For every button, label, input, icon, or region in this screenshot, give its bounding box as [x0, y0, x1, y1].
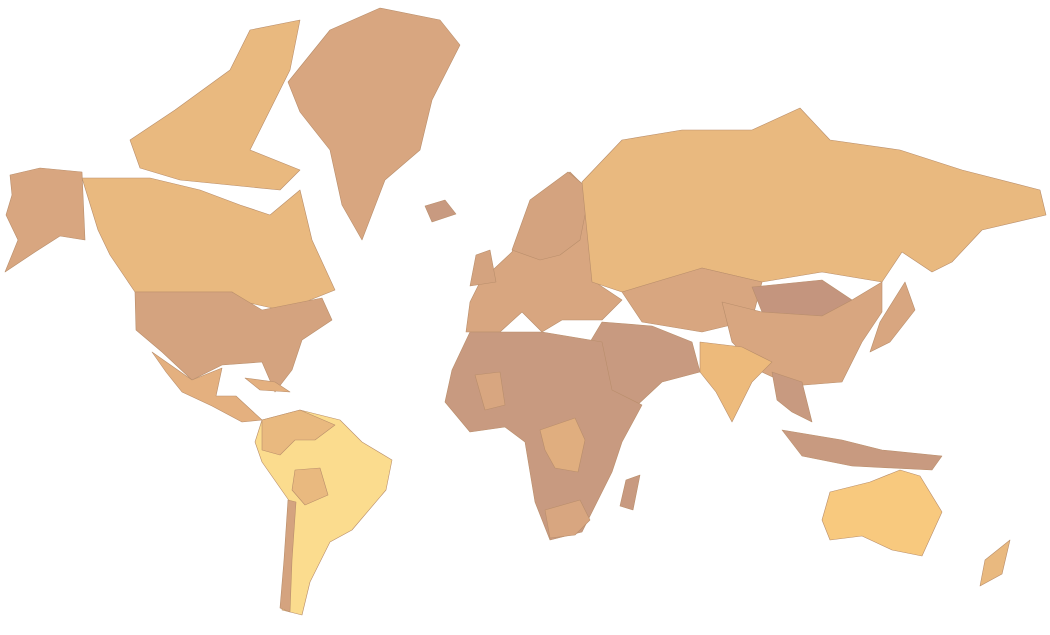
region-usa[interactable]: [134, 291, 333, 393]
region-madagascar[interactable]: [619, 474, 641, 511]
region-colombia-venezuela[interactable]: [261, 409, 336, 456]
region-india[interactable]: [699, 341, 773, 423]
region-alaska[interactable]: [4, 167, 86, 273]
region-caribbean[interactable]: [244, 377, 291, 393]
region-australia[interactable]: [821, 469, 943, 557]
region-new-zealand[interactable]: [979, 539, 1011, 587]
region-chile[interactable]: [279, 499, 297, 613]
region-bolivia[interactable]: [291, 467, 329, 506]
region-canada[interactable]: [81, 177, 336, 313]
region-south-africa[interactable]: [544, 499, 591, 539]
region-congo[interactable]: [539, 417, 586, 473]
region-indonesia[interactable]: [781, 429, 943, 471]
region-iceland[interactable]: [424, 199, 457, 223]
region-japan[interactable]: [869, 281, 916, 353]
region-mali[interactable]: [474, 371, 506, 411]
region-southeast-asia[interactable]: [771, 371, 813, 423]
region-arctic-islands[interactable]: [129, 19, 301, 191]
region-uk[interactable]: [469, 249, 497, 287]
region-greenland[interactable]: [287, 7, 461, 241]
